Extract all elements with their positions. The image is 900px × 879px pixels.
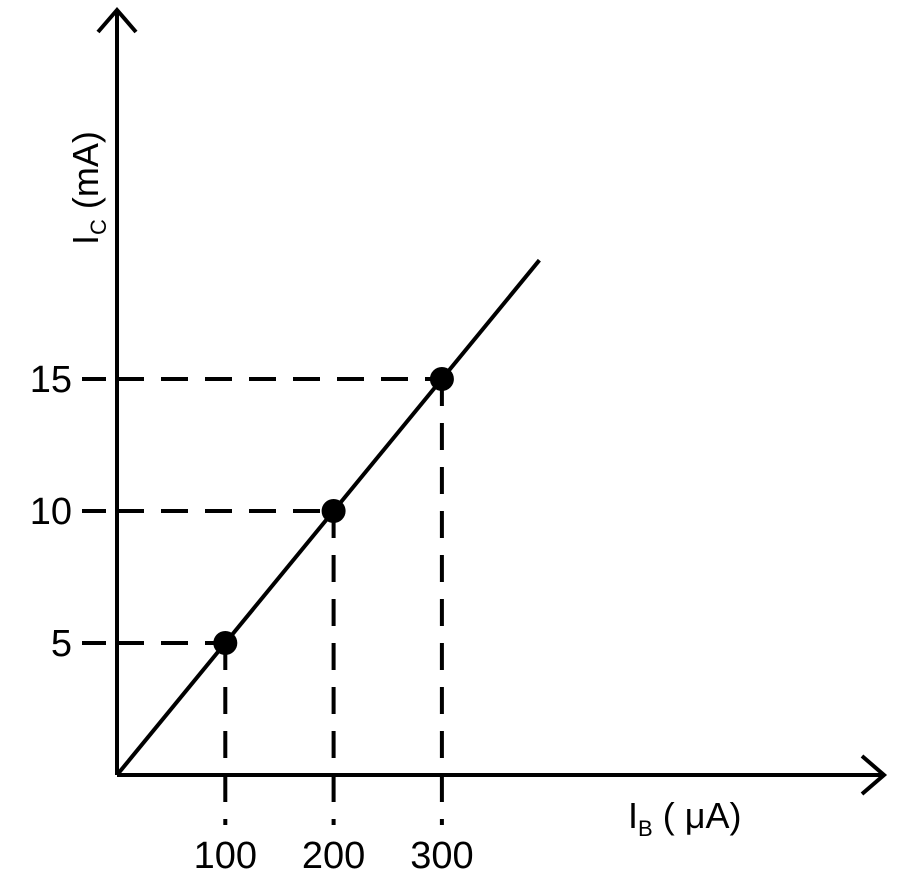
tick-marks [82, 377, 106, 645]
y-axis-label-main: I [65, 235, 106, 245]
x-axis-label-unit: ( μA) [653, 795, 742, 836]
axes [96, 6, 888, 796]
reference-lines [117, 377, 444, 825]
y-tick-label: 10 [30, 491, 72, 533]
y-tick-label: 15 [30, 359, 72, 401]
x-axis-label: IB ( μA) [628, 795, 741, 841]
y-axis-label: IC (mA) [65, 131, 111, 245]
data-points [213, 367, 454, 655]
x-tick-label: 200 [302, 835, 365, 877]
x-axis-arrowhead [860, 754, 888, 796]
y-axis-label-sub: C [86, 219, 111, 235]
data-point [213, 631, 238, 655]
x-axis-label-sub: B [638, 816, 653, 841]
y-axis-arrowhead [96, 6, 138, 34]
data-point [321, 499, 346, 523]
x-axis-label-main: I [628, 795, 638, 836]
y-axis-label-unit: (mA) [65, 131, 106, 219]
y-tick-label: 5 [51, 623, 72, 665]
x-tick-label: 100 [194, 835, 257, 877]
data-point [429, 367, 454, 391]
x-tick-label: 300 [410, 835, 473, 877]
